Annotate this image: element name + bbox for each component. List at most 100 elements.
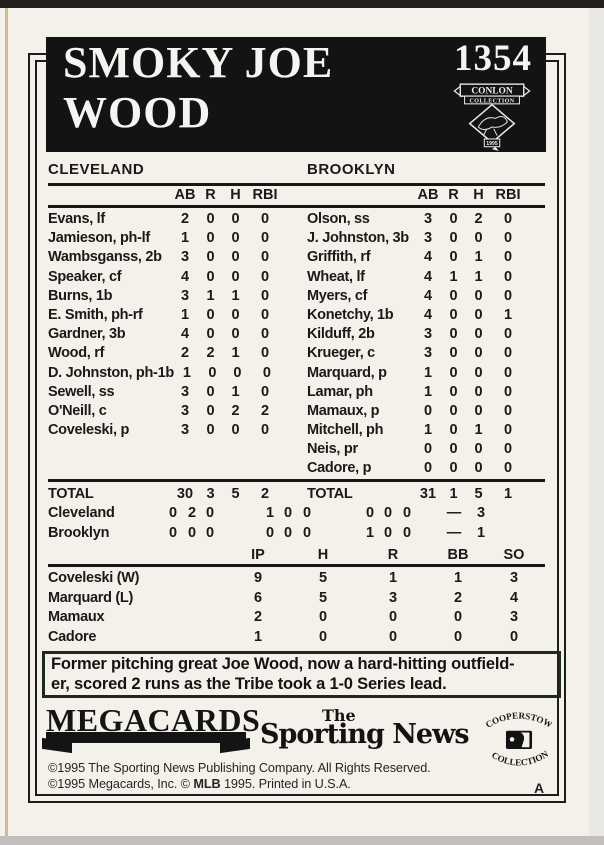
stat-value: 0 — [206, 422, 215, 439]
sporting-news-the: The — [322, 706, 356, 725]
stat-value: 0 — [449, 460, 458, 477]
stat-value: 0 — [503, 364, 513, 381]
linescore-cell: 0 — [187, 524, 197, 541]
player-name: E. Smith, ph-rf — [48, 306, 143, 323]
stat-value: 0 — [423, 460, 433, 477]
stat-value: 1 — [474, 268, 483, 285]
player-name: Gardner, 3b — [48, 326, 126, 343]
pitching-stat-value: 1 — [388, 570, 398, 586]
stat-value: 0 — [262, 364, 271, 381]
pitcher-name: Coveleski (W) — [48, 570, 140, 586]
copyright-line2-post: 1995. Printed in U.S.A. — [220, 776, 351, 791]
stat-value: 1 — [423, 422, 433, 439]
player-name: Marquard, p — [307, 364, 387, 381]
sporting-news-logo: The Sporting News — [258, 706, 470, 758]
column-header: RBI — [495, 187, 521, 203]
title-line2: WOOD — [63, 88, 212, 137]
linescore-cell: 0 — [205, 505, 215, 521]
pitching-stat-value: 0 — [318, 609, 328, 625]
caption-line2: er, scored 2 runs as the Tribe took a 1-… — [51, 675, 447, 693]
linescore-cell: 1 — [365, 524, 375, 541]
player-name: Cadore, p — [307, 460, 372, 477]
linescore-total: 3 — [476, 505, 486, 521]
player-name: Sewell, ss — [48, 383, 115, 400]
pitching-column-header: IP — [251, 547, 265, 563]
stat-value: 0 — [503, 441, 513, 458]
linescore-cell: 0 — [283, 505, 293, 521]
copyright-line2-mlb: MLB — [193, 776, 221, 791]
stat-value: 1 — [180, 230, 190, 247]
linescore-cell: 0 — [168, 524, 178, 541]
batting-header-row: AB R H RBI — [48, 186, 282, 210]
stat-value: 0 — [231, 230, 240, 247]
batting-row: Gardner, 3b 4 0 0 0 — [48, 325, 282, 344]
stat-value: 2 — [180, 345, 190, 362]
pitching-rows: Coveleski (W) 9 5 1 1 3 Marquard (L) 6 5 3 2 4 Mamau… — [48, 569, 545, 647]
pitching-stat-value: 4 — [509, 589, 519, 606]
stat-value: 0 — [260, 306, 270, 323]
batting-row: Wood, rf 2 2 1 0 — [48, 344, 282, 363]
total-value: 3 — [206, 486, 215, 502]
stat-value: 4 — [423, 306, 433, 323]
stat-value: 0 — [449, 441, 458, 458]
divider-rule-subheader — [48, 205, 545, 208]
batting-row: Neis, pr 0 0 0 0 — [307, 440, 525, 459]
stat-value: 0 — [260, 249, 270, 266]
stat-value: 0 — [449, 306, 458, 323]
scan-edge-top — [0, 0, 604, 8]
batting-row: Konetchy, 1b 4 0 0 1 — [307, 306, 525, 325]
stat-value: 0 — [423, 402, 433, 419]
player-name: Lamar, ph — [307, 383, 373, 400]
svg-text:COOPERSTOWN: COOPERSTOWN — [486, 702, 552, 730]
pitching-row: Cadore 1 0 0 0 0 — [48, 628, 545, 648]
megacards-logo: MEGACARDS. — [42, 703, 268, 759]
total-value: 2 — [260, 486, 270, 502]
column-header: H — [230, 187, 241, 203]
pitching-header-spacer — [48, 546, 223, 566]
badge-text-year: 1995 — [486, 141, 498, 147]
player-name: Wheat, lf — [307, 268, 365, 285]
stat-value: 1 — [449, 268, 458, 285]
batting-row: Burns, 1b 3 1 1 0 — [48, 287, 282, 306]
linescore: Cleveland 0 2 0 1 0 0 0 0 0—3 Brooklyn 0 0 0 0 0 0 1 0 0—1 — [48, 504, 545, 546]
stat-value: 1 — [180, 306, 190, 323]
stat-value: 3 — [423, 230, 433, 247]
stat-value: 3 — [180, 249, 190, 266]
stat-value: 3 — [180, 287, 190, 304]
stat-value: 0 — [206, 306, 215, 323]
pitching-stat-value: 5 — [318, 570, 328, 586]
card-number: 1354 — [454, 38, 532, 79]
column-header: R — [205, 187, 216, 203]
linescore-cell: 0 — [383, 524, 393, 541]
total-value: 5 — [231, 486, 240, 502]
batting-row: Evans, lf 2 0 0 0 — [48, 210, 282, 229]
stat-value: 1 — [474, 249, 483, 266]
pitching-stat-value: 0 — [388, 628, 398, 645]
stat-value: 3 — [423, 345, 433, 362]
stat-value: 0 — [260, 211, 270, 227]
stat-value: 0 — [423, 441, 433, 458]
stat-value: 0 — [474, 364, 483, 381]
stat-value: 0 — [206, 230, 215, 247]
batting-row: Jamieson, ph-lf 1 0 0 0 — [48, 229, 282, 248]
batting-row: Myers, cf 4 0 0 0 — [307, 287, 525, 306]
scan-edge-right — [589, 8, 604, 836]
linescore-dash: — — [446, 505, 462, 521]
copyright-line2: ©1995 Megacards, Inc. © MLB 1995. Printe… — [48, 777, 431, 793]
stat-value: 0 — [260, 230, 270, 247]
header-box: SMOKY JOE WOOD 1354 CONLON COLLECTION 19… — [46, 37, 546, 152]
total-value: 5 — [474, 486, 483, 502]
divider-rule-top — [48, 183, 545, 186]
linescore-cell: 0 — [302, 505, 312, 521]
pitching-stat-value: 5 — [318, 589, 328, 606]
stat-value: 2 — [180, 211, 190, 227]
player-name: Krueger, c — [307, 345, 375, 362]
stat-value: 3 — [180, 383, 190, 400]
linescore-cell: 2 — [187, 505, 197, 521]
pitching-stat-value: 2 — [453, 589, 463, 606]
sporting-news-wordmark: Sporting News — [260, 719, 470, 750]
pitching-stat-value: 0 — [388, 609, 398, 625]
